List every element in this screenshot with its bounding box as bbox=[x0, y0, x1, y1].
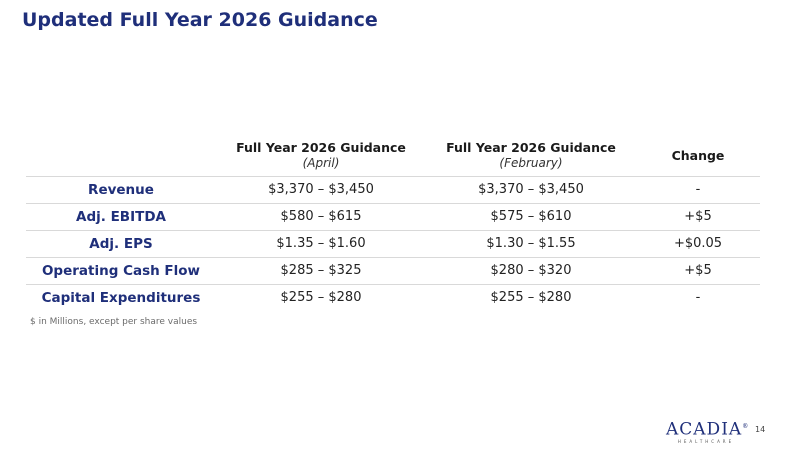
row-april-value: $1.35 – $1.60 bbox=[216, 230, 426, 258]
row-metric-label: Adj. EBITDA bbox=[26, 203, 216, 231]
footnote: $ in Millions, except per share values bbox=[30, 317, 198, 327]
header-change: Change bbox=[636, 136, 760, 176]
page-number: 14 bbox=[755, 425, 766, 434]
header-february-sub: (February) bbox=[499, 155, 563, 170]
row-february-value: $1.30 – $1.55 bbox=[426, 230, 636, 258]
row-metric-label: Capital Expenditures bbox=[41, 289, 201, 306]
row-february-value: $280 – $320 bbox=[426, 257, 636, 285]
row-april-value: $580 – $615 bbox=[216, 203, 426, 231]
table-row: Capital Expenditures $255 – $280 $255 – … bbox=[26, 284, 760, 311]
header-february-main: Full Year 2026 Guidance bbox=[446, 140, 616, 155]
table-row: Operating Cash Flow $285 – $325 $280 – $… bbox=[26, 257, 760, 285]
row-april-value: $255 – $280 bbox=[280, 290, 362, 306]
row-metric-label: Revenue bbox=[26, 176, 216, 204]
table-header-row: Full Year 2026 Guidance (April) Full Yea… bbox=[26, 136, 760, 177]
logo-name: ACADIA bbox=[666, 419, 743, 440]
table-row: Adj. EPS $1.35 – $1.60 $1.30 – $1.55 +$0… bbox=[26, 230, 760, 258]
row-april-value: $3,370 – $3,450 bbox=[216, 176, 426, 204]
header-april-main: Full Year 2026 Guidance bbox=[236, 140, 406, 155]
row-february-value: $575 – $610 bbox=[426, 203, 636, 231]
row-change-value: - bbox=[636, 176, 760, 204]
header-change-main: Change bbox=[671, 147, 725, 163]
row-change-value: - bbox=[695, 290, 701, 306]
row-metric-label: Operating Cash Flow bbox=[26, 257, 216, 285]
row-change-value: +$5 bbox=[636, 203, 760, 231]
header-april: Full Year 2026 Guidance (April) bbox=[216, 136, 426, 176]
row-february-value: $255 – $280 bbox=[490, 290, 572, 306]
header-metric bbox=[26, 136, 216, 176]
company-logo: ACADIA® HEALTHCARE bbox=[666, 418, 750, 444]
table-row: Adj. EBITDA $580 – $615 $575 – $610 +$5 bbox=[26, 203, 760, 231]
header-february: Full Year 2026 Guidance (February) bbox=[426, 136, 636, 176]
logo-registered-mark: ® bbox=[742, 423, 750, 430]
page-title: Updated Full Year 2026 Guidance bbox=[22, 9, 378, 31]
guidance-table: Full Year 2026 Guidance (April) Full Yea… bbox=[26, 136, 760, 311]
logo-wordmark: ACADIA® bbox=[666, 418, 750, 440]
row-metric-label: Adj. EPS bbox=[26, 230, 216, 258]
row-change-value: +$5 bbox=[636, 257, 760, 285]
table-row: Revenue $3,370 – $3,450 $3,370 – $3,450 … bbox=[26, 176, 760, 204]
row-change-value: +$0.05 bbox=[636, 230, 760, 258]
row-april-value: $285 – $325 bbox=[216, 257, 426, 285]
row-february-value: $3,370 – $3,450 bbox=[426, 176, 636, 204]
logo-tagline: HEALTHCARE bbox=[677, 438, 735, 444]
header-april-sub: (April) bbox=[302, 155, 340, 170]
